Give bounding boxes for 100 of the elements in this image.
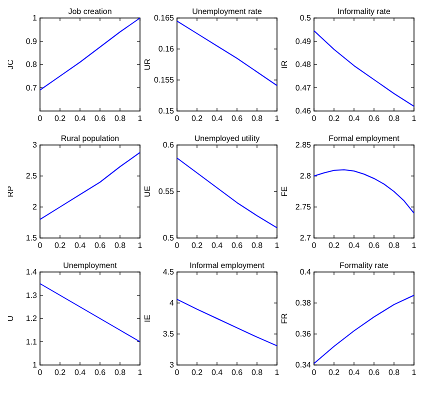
x-tick-label: 0.8 [251, 241, 264, 250]
y-tick-label: 1 [32, 14, 38, 23]
y-tick-label: 0.49 [295, 36, 312, 46]
x-tick-label: 0.6 [368, 241, 380, 250]
y-tick-label: 2.5 [26, 172, 38, 181]
x-tick-label: 0.2 [328, 241, 340, 250]
x-tick-label: 1 [138, 114, 143, 123]
y-tick-label: 0.47 [295, 83, 312, 92]
line-series [176, 20, 278, 86]
line-series [40, 152, 140, 220]
line-series [40, 283, 140, 342]
x-tick-label: 0.2 [191, 368, 204, 377]
x-tick-label: 0.2 [328, 114, 340, 123]
y-tick-label: 0.16 [158, 44, 175, 54]
x-tick-label: 1 [274, 368, 280, 377]
y-tick-label: 0.9 [26, 36, 38, 46]
y-tick-label: 0.6 [162, 140, 175, 150]
x-tick-label: 0.6 [94, 368, 106, 377]
y-tick-label: 1.3 [26, 290, 38, 300]
y-tick-label: 1 [32, 360, 38, 370]
line-series [176, 158, 278, 228]
x-tick-label: 0.4 [74, 241, 86, 250]
y-tick-label: 1.1 [26, 337, 38, 346]
y-tick-label: 3 [170, 360, 175, 370]
x-tick-label: 0 [174, 114, 180, 123]
y-tick-label: 0.48 [295, 60, 312, 70]
y-tick-label: 0.8 [26, 60, 38, 70]
x-tick-label: 1 [274, 241, 280, 250]
line-series [314, 294, 414, 364]
x-tick-label: 0.6 [231, 368, 244, 377]
y-tick-label: 0.34 [295, 360, 312, 370]
y-axis-title: FR [280, 312, 289, 324]
line-series [176, 298, 278, 346]
chart-title: Unemployed utility [194, 134, 260, 143]
x-tick-label: 0.4 [211, 114, 224, 123]
y-tick-label: 3 [32, 140, 38, 150]
y-axis-title: IR [280, 60, 289, 68]
y-tick-label: 4 [170, 298, 175, 308]
y-axis-title: UR [143, 58, 152, 70]
x-tick-label: 0.2 [191, 114, 204, 123]
y-axis-title: FE [280, 186, 289, 197]
x-tick-label: 0.8 [114, 114, 126, 123]
chart-title: Informal employment [190, 261, 266, 270]
x-tick-label: 0.6 [94, 114, 106, 123]
chart-title: Unemployment [63, 261, 118, 270]
y-tick-label: 0.5 [162, 234, 175, 243]
chart-title: Formal employment [328, 134, 400, 143]
chart-title: Informality rate [338, 7, 392, 16]
x-tick-label: 0.8 [251, 114, 264, 123]
y-tick-label: 0.165 [154, 14, 175, 23]
x-tick-label: 0.2 [328, 368, 340, 377]
x-tick-label: 0.4 [348, 368, 360, 377]
y-tick-label: 0.46 [295, 106, 312, 116]
x-tick-label: 0.4 [348, 114, 360, 123]
x-tick-label: 0.4 [74, 114, 86, 123]
x-tick-label: 0 [38, 241, 43, 250]
y-tick-label: 2.7 [300, 234, 312, 243]
x-tick-label: 0.4 [74, 368, 86, 377]
x-tick-label: 0.6 [231, 241, 244, 250]
y-tick-label: 2.75 [295, 202, 312, 212]
x-tick-label: 0.2 [54, 368, 66, 377]
x-tick-label: 1 [138, 241, 143, 250]
y-tick-label: 0.155 [154, 76, 175, 85]
x-tick-label: 1 [412, 368, 417, 377]
x-tick-label: 0.6 [94, 241, 106, 250]
line-series [314, 169, 414, 214]
x-tick-label: 0.8 [251, 368, 264, 377]
chart-title: Rural population [60, 134, 120, 143]
y-tick-label: 0.15 [158, 106, 175, 116]
y-tick-label: 4.5 [162, 268, 175, 277]
x-tick-label: 0.6 [231, 114, 244, 123]
y-tick-label: 1.4 [26, 268, 38, 277]
x-tick-label: 1 [412, 241, 417, 250]
x-tick-label: 0.8 [114, 368, 126, 377]
x-tick-label: 0.2 [54, 114, 66, 123]
y-axis-title: IE [143, 314, 152, 322]
x-tick-label: 0.6 [368, 368, 380, 377]
x-tick-label: 0 [312, 368, 317, 377]
chart-title: Job creation [68, 7, 112, 16]
y-tick-label: 1.2 [26, 314, 38, 324]
y-tick-label: 0.36 [295, 330, 312, 339]
x-tick-label: 1 [412, 114, 417, 123]
y-tick-label: 0.55 [158, 187, 175, 196]
x-tick-label: 0 [312, 241, 317, 250]
y-tick-label: 0.5 [300, 14, 312, 23]
x-tick-label: 0.2 [191, 241, 204, 250]
x-tick-label: 0 [38, 368, 43, 377]
x-tick-label: 0 [38, 114, 43, 123]
y-tick-label: 3.5 [162, 330, 175, 339]
line-series [40, 18, 140, 91]
y-tick-label: 2.85 [295, 140, 312, 150]
x-tick-label: 0.4 [211, 368, 224, 377]
line-series [314, 30, 414, 107]
y-tick-label: 2 [32, 202, 38, 212]
y-tick-label: 0.4 [300, 268, 312, 277]
x-tick-label: 0.8 [388, 368, 400, 377]
chart-title: Unemployment rate [192, 7, 262, 16]
x-tick-label: 1 [274, 114, 280, 123]
x-tick-label: 0.8 [388, 241, 400, 250]
y-tick-label: 2.8 [300, 172, 312, 181]
